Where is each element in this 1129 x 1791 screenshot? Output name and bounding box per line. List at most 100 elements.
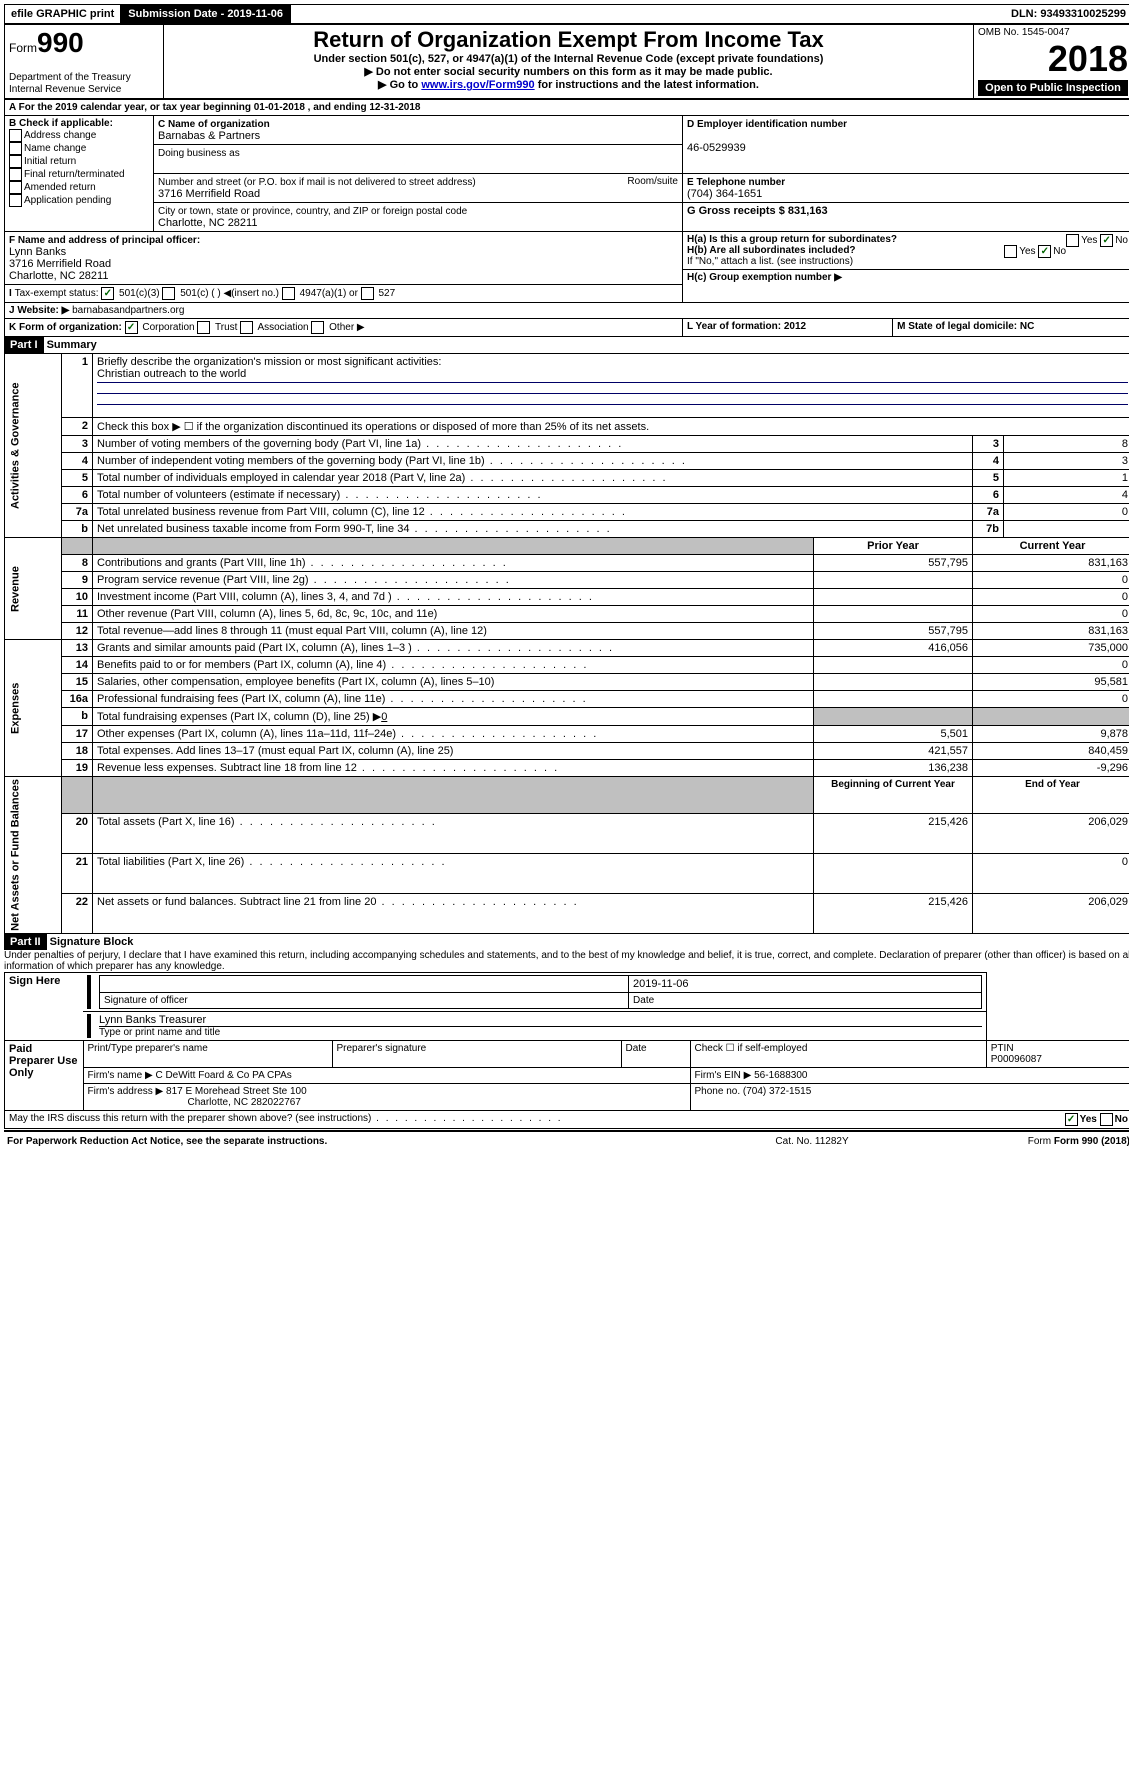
p12: 557,795 xyxy=(814,623,973,640)
line14: Benefits paid to or for members (Part IX… xyxy=(93,657,814,674)
firm-ein: 56-1688300 xyxy=(754,1070,807,1081)
omb-number: OMB No. 1545-0047 xyxy=(978,27,1128,38)
form-title: Return of Organization Exempt From Incom… xyxy=(168,27,969,53)
val4: 3 xyxy=(1004,453,1129,470)
form-number: Form990 xyxy=(9,27,84,58)
c15: 95,581 xyxy=(973,674,1129,691)
entity-block: A For the 2019 calendar year, or tax yea… xyxy=(4,99,1129,337)
p16a xyxy=(814,691,973,708)
instructions-link[interactable]: www.irs.gov/Form990 xyxy=(421,79,534,91)
efile-label: efile GRAPHIC print xyxy=(5,6,120,22)
part1-header: Part I Summary xyxy=(4,337,1129,353)
side-revenue: Revenue xyxy=(5,538,62,640)
section-l: L Year of formation: 2012 xyxy=(683,319,893,337)
firm-addr1: 817 E Morehead Street Ste 100 xyxy=(166,1086,307,1097)
line12: Total revenue—add lines 8 through 11 (mu… xyxy=(93,623,814,640)
val3: 8 xyxy=(1004,436,1129,453)
p17: 5,501 xyxy=(814,726,973,743)
section-h: H(a) Is this a group return for subordin… xyxy=(683,232,1129,270)
firm-addr-label: Firm's address ▶ xyxy=(88,1086,164,1097)
line7b: Net unrelated business taxable income fr… xyxy=(93,521,973,538)
line1-label: Briefly describe the organization's miss… xyxy=(97,356,441,368)
section-j: J Website: ▶ barnabasandpartners.org xyxy=(5,303,1129,319)
officer-name-title: Lynn Banks Treasurer xyxy=(99,1014,982,1026)
mission-text: Christian outreach to the world xyxy=(97,368,246,380)
top-bar: efile GRAPHIC print Submission Date - 20… xyxy=(4,4,1129,24)
c16a: 0 xyxy=(973,691,1129,708)
dln: DLN: 93493310025299 xyxy=(1005,6,1129,22)
officer-addr2: Charlotte, NC 28211 xyxy=(9,270,108,282)
col-current: Current Year xyxy=(973,538,1129,555)
officer-addr1: 3716 Merrifield Road xyxy=(9,258,111,270)
dba-label: Doing business as xyxy=(158,148,240,159)
val5: 1 xyxy=(1004,470,1129,487)
submission-date: Submission Date - 2019-11-06 xyxy=(120,5,291,23)
p18: 421,557 xyxy=(814,743,973,760)
part2-header: Part II Signature Block xyxy=(4,934,1129,950)
c14: 0 xyxy=(973,657,1129,674)
p14 xyxy=(814,657,973,674)
p9 xyxy=(814,572,973,589)
addr-label: Number and street (or P.O. box if mail i… xyxy=(158,177,476,188)
form-subtitle-1: Under section 501(c), 527, or 4947(a)(1)… xyxy=(168,53,969,65)
side-activities: Activities & Governance xyxy=(5,354,62,538)
line16a: Professional fundraising fees (Part IX, … xyxy=(93,691,814,708)
ein: 46-0529939 xyxy=(687,142,746,154)
line15: Salaries, other compensation, employee b… xyxy=(93,674,814,691)
c21: 0 xyxy=(973,854,1129,894)
form-subtitle-3: ▶ Go to www.irs.gov/Form990 for instruct… xyxy=(168,78,969,91)
street-address: 3716 Merrifield Road xyxy=(158,188,260,200)
line9: Program service revenue (Part VIII, line… xyxy=(93,572,814,589)
line17: Other expenses (Part IX, column (A), lin… xyxy=(93,726,814,743)
section-i: I Tax-exempt status: 501(c)(3) 501(c) ( … xyxy=(5,285,683,303)
line18: Total expenses. Add lines 13–17 (must eq… xyxy=(93,743,814,760)
telephone: (704) 364-1651 xyxy=(687,188,762,200)
firm-name-label: Firm's name ▶ xyxy=(88,1070,153,1081)
p20: 215,426 xyxy=(814,814,973,854)
pp-sig-label: Preparer's signature xyxy=(332,1040,621,1067)
c9: 0 xyxy=(973,572,1129,589)
line4: Number of independent voting members of … xyxy=(93,453,973,470)
val7b xyxy=(1004,521,1129,538)
self-employed-check: Check ☐ if self-employed xyxy=(695,1043,808,1054)
dept-label: Department of the Treasury Internal Reve… xyxy=(9,72,131,95)
sig-date: 2019-11-06 xyxy=(629,975,982,992)
p21 xyxy=(814,854,973,894)
f-label: F Name and address of principal officer: xyxy=(9,235,200,246)
p11 xyxy=(814,606,973,623)
p10 xyxy=(814,589,973,606)
line16b: Total fundraising expenses (Part IX, col… xyxy=(93,708,814,726)
signature-block: Sign Here 2019-11-06 Signature of office… xyxy=(4,972,1129,1129)
side-netassets: Net Assets or Fund Balances xyxy=(5,777,62,934)
line21: Total liabilities (Part X, line 26) xyxy=(93,854,814,894)
form-ref: Form Form 990 (2018) xyxy=(898,1135,1129,1148)
c13: 735,000 xyxy=(973,640,1129,657)
footer: For Paperwork Reduction Act Notice, see … xyxy=(4,1133,1129,1150)
c8: 831,163 xyxy=(973,555,1129,572)
line2: Check this box ▶ ☐ if the organization d… xyxy=(93,418,1129,436)
line22: Net assets or fund balances. Subtract li… xyxy=(93,894,814,934)
org-name: Barnabas & Partners xyxy=(158,130,260,142)
line13: Grants and similar amounts paid (Part IX… xyxy=(93,640,814,657)
c22: 206,029 xyxy=(973,894,1129,934)
c-name-label: C Name of organization xyxy=(158,119,270,130)
city-state-zip: Charlotte, NC 28211 xyxy=(158,217,257,229)
ptin-label: PTIN xyxy=(991,1043,1014,1054)
val6: 4 xyxy=(1004,487,1129,504)
firm-ein-label: Firm's EIN ▶ xyxy=(695,1070,752,1081)
line-a: A For the 2019 calendar year, or tax yea… xyxy=(5,100,1129,116)
pp-date-label: Date xyxy=(621,1040,690,1067)
c19: -9,296 xyxy=(973,760,1129,777)
firm-phone-label: Phone no. xyxy=(695,1086,741,1097)
line8: Contributions and grants (Part VIII, lin… xyxy=(93,555,814,572)
c17: 9,878 xyxy=(973,726,1129,743)
gross-receipts: G Gross receipts $ 831,163 xyxy=(683,203,1129,232)
col-begin: Beginning of Current Year xyxy=(814,777,973,814)
c18: 840,459 xyxy=(973,743,1129,760)
line10: Investment income (Part VIII, column (A)… xyxy=(93,589,814,606)
perjury-declaration: Under penalties of perjury, I declare th… xyxy=(4,950,1129,972)
p22: 215,426 xyxy=(814,894,973,934)
d-label: D Employer identification number xyxy=(687,119,847,130)
p8: 557,795 xyxy=(814,555,973,572)
line11: Other revenue (Part VIII, column (A), li… xyxy=(93,606,814,623)
